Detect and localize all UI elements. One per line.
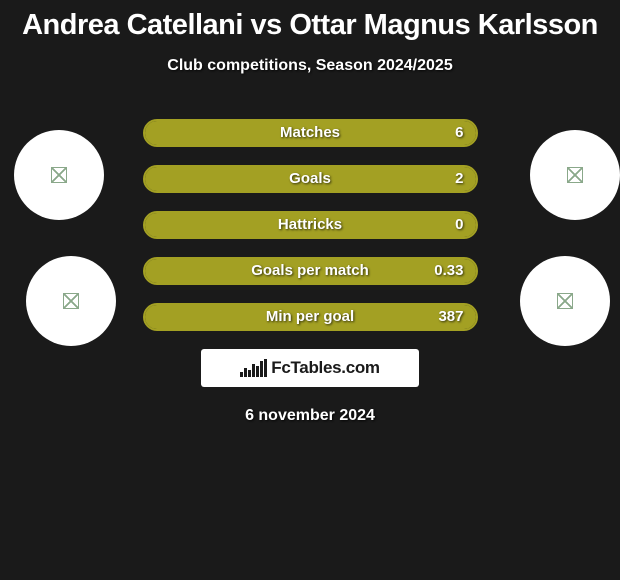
stat-row-min-per-goal: Min per goal 387 xyxy=(143,303,478,331)
stat-value: 0.33 xyxy=(434,262,463,279)
stat-label: Min per goal xyxy=(266,308,354,325)
chart-icon xyxy=(240,359,267,377)
stat-row-matches: Matches 6 xyxy=(143,119,478,147)
image-placeholder-icon xyxy=(557,293,573,309)
page-title: Andrea Catellani vs Ottar Magnus Karlsso… xyxy=(10,8,610,43)
image-placeholder-icon xyxy=(567,167,583,183)
image-placeholder-icon xyxy=(51,167,67,183)
stat-row-goals-per-match: Goals per match 0.33 xyxy=(143,257,478,285)
player2-avatar-secondary xyxy=(520,256,610,346)
subtitle: Club competitions, Season 2024/2025 xyxy=(10,57,610,75)
stat-row-goals: Goals 2 xyxy=(143,165,478,193)
stat-label: Hattricks xyxy=(278,216,342,233)
stat-value: 2 xyxy=(455,170,463,187)
player1-avatar-primary xyxy=(14,130,104,220)
comparison-widget: Andrea Catellani vs Ottar Magnus Karlsso… xyxy=(0,0,620,580)
stat-value: 387 xyxy=(438,308,463,325)
stat-label: Goals xyxy=(289,170,331,187)
player1-avatar-secondary xyxy=(26,256,116,346)
stat-value: 0 xyxy=(455,216,463,233)
stat-label: Matches xyxy=(280,124,340,141)
player2-avatar-primary xyxy=(530,130,620,220)
brand-badge[interactable]: FcTables.com xyxy=(201,349,419,387)
stat-row-hattricks: Hattricks 0 xyxy=(143,211,478,239)
image-placeholder-icon xyxy=(63,293,79,309)
stat-value: 6 xyxy=(455,124,463,141)
stats-list: Matches 6 Goals 2 Hattricks 0 Goals per … xyxy=(143,119,478,331)
date-text: 6 november 2024 xyxy=(10,407,610,425)
brand-text: FcTables.com xyxy=(271,358,380,378)
stat-label: Goals per match xyxy=(251,262,369,279)
